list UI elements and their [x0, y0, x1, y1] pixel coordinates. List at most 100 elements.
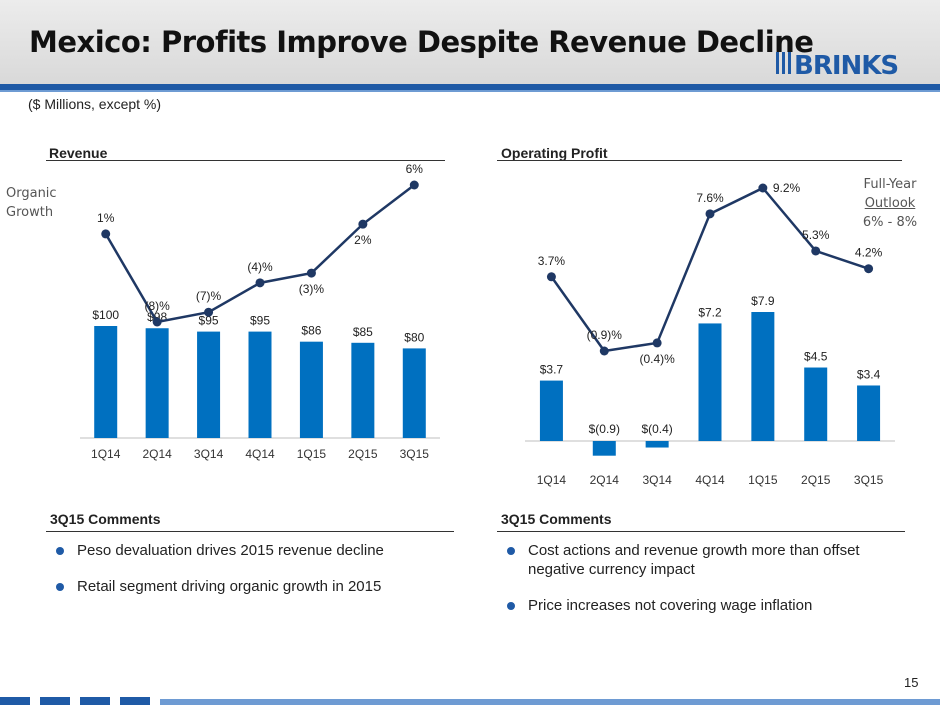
header-rule-thin	[0, 90, 940, 92]
profit-x-tick: 3Q15	[854, 473, 884, 487]
revenue-bar-label: $85	[353, 325, 373, 339]
revenue-line-label: 6%	[406, 162, 424, 176]
footer-block	[0, 697, 30, 705]
profit-line-label: 9.2%	[773, 181, 801, 195]
revenue-x-tick: 4Q14	[245, 447, 275, 461]
profit-line-point	[864, 264, 874, 274]
right-comments-rule	[497, 531, 905, 532]
profit-line-label: 4.2%	[855, 246, 883, 260]
profit-bar-label: $7.9	[751, 294, 775, 308]
revenue-x-tick: 3Q14	[194, 447, 224, 461]
profit-bar	[645, 441, 669, 448]
revenue-line-label: 2%	[354, 233, 372, 247]
revenue-bar-label: $95	[199, 314, 219, 328]
profit-heading-rule	[497, 160, 902, 161]
profit-bar	[592, 441, 616, 456]
left-comment-text: Retail segment driving organic growth in…	[77, 578, 382, 595]
profit-bar	[539, 380, 563, 441]
revenue-bar	[94, 326, 118, 438]
revenue-line-point	[101, 229, 111, 239]
profit-bar-label: $7.2	[698, 305, 722, 319]
right-comment-item: Cost actions and revenue growth more tha…	[501, 541, 891, 579]
revenue-line-label: (8)%	[144, 299, 170, 313]
profit-bar	[751, 312, 775, 441]
outlook-line1: Full-Year	[863, 177, 917, 192]
profit-bar	[804, 367, 828, 441]
revenue-bar-label: $80	[404, 330, 424, 344]
profit-heading: Operating Profit	[501, 145, 608, 161]
profit-bar-label: $3.7	[540, 363, 564, 377]
svg-text:BRINKS: BRINKS	[794, 51, 898, 78]
outlook-line2: Outlook	[864, 196, 916, 211]
profit-line-label: (0.9)%	[587, 328, 623, 342]
profit-x-tick: 2Q15	[801, 473, 831, 487]
left-comments-heading: 3Q15 Comments	[50, 511, 161, 527]
revenue-bar	[145, 328, 169, 438]
profit-bar	[857, 385, 881, 441]
footer-block	[40, 697, 70, 705]
revenue-bar	[402, 348, 426, 438]
brinks-logo: BRINKS	[776, 51, 899, 78]
revenue-line-label: (3)%	[299, 282, 325, 296]
outlook-line3: 6% - 8%	[862, 215, 918, 230]
revenue-bar-label: $95	[250, 314, 270, 328]
profit-x-tick: 1Q15	[748, 473, 778, 487]
revenue-line-point	[409, 180, 419, 190]
profit-line-point	[705, 209, 715, 219]
footer-block	[80, 697, 110, 705]
profit-bar-label: $(0.9)	[589, 422, 620, 436]
right-comment-item: Price increases not covering wage inflat…	[501, 596, 891, 615]
profit-bar-label: $3.4	[857, 367, 881, 381]
revenue-bar	[248, 331, 272, 438]
left-comments-rule	[46, 531, 454, 532]
revenue-line-point	[152, 317, 162, 327]
revenue-x-tick: 2Q15	[348, 447, 378, 461]
revenue-line-point	[306, 268, 316, 278]
revenue-bar-label: $86	[301, 324, 321, 338]
left-comment-item: Peso devaluation drives 2015 revenue dec…	[50, 541, 450, 560]
revenue-line-point	[358, 219, 368, 229]
profit-x-tick: 2Q14	[590, 473, 620, 487]
page-number: 15	[904, 675, 919, 690]
bullet-dot-icon	[507, 547, 515, 555]
revenue-bar	[351, 342, 375, 438]
profit-x-tick: 4Q14	[695, 473, 725, 487]
profit-bar	[698, 323, 722, 441]
right-comments-heading: 3Q15 Comments	[501, 511, 612, 527]
organic-growth-label-line2: Growth	[6, 205, 54, 220]
right-comment-text: Cost actions and revenue growth more tha…	[528, 542, 860, 578]
page-title: Mexico: Profits Improve Despite Revenue …	[29, 25, 814, 59]
revenue-x-tick: 2Q14	[142, 447, 172, 461]
footer-bar	[160, 699, 940, 705]
organic-growth-label: Organic Growth	[6, 184, 57, 222]
bullet-dot-icon	[56, 583, 64, 591]
footer-blocks	[0, 697, 160, 705]
revenue-line-point	[255, 278, 265, 288]
profit-line-label: (0.4)%	[639, 352, 675, 366]
profit-bar-label: $(0.4)	[641, 422, 672, 436]
header-rule	[0, 84, 940, 90]
revenue-line-label: (4)%	[247, 260, 273, 274]
profit-bar-label: $4.5	[804, 350, 828, 364]
profit-x-tick: 1Q14	[537, 473, 567, 487]
revenue-bar-label: $100	[92, 308, 119, 322]
profit-line-label: 3.7%	[538, 254, 566, 268]
revenue-heading-rule	[46, 160, 445, 161]
revenue-bar	[197, 331, 221, 438]
revenue-bar	[299, 341, 323, 438]
full-year-outlook: Full-Year Outlook 6% - 8%	[852, 175, 928, 232]
profit-line-point	[599, 346, 609, 356]
left-comment-item: Retail segment driving organic growth in…	[50, 577, 450, 596]
footer-block	[120, 697, 150, 705]
organic-growth-label-line1: Organic	[6, 186, 57, 201]
profit-line-point	[758, 183, 768, 193]
units-subtitle: ($ Millions, except %)	[28, 96, 162, 112]
revenue-line-point	[204, 307, 214, 317]
revenue-x-tick: 1Q14	[91, 447, 121, 461]
revenue-line-label: (7)%	[196, 289, 222, 303]
revenue-x-tick: 1Q15	[297, 447, 327, 461]
bullet-dot-icon	[507, 602, 515, 610]
profit-line-point	[652, 338, 662, 348]
profit-line-point	[546, 272, 556, 282]
profit-line-label: 5.3%	[802, 228, 830, 242]
